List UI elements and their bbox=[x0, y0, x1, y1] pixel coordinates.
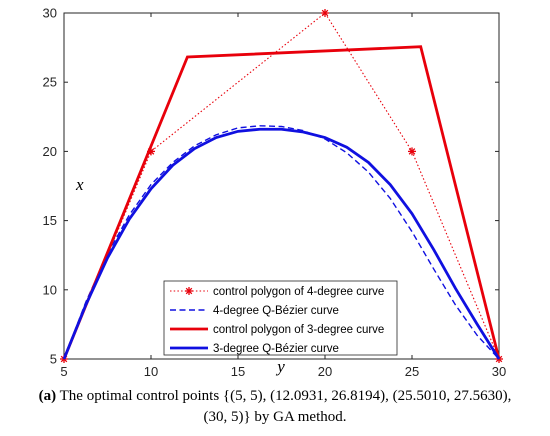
series-layer bbox=[60, 9, 503, 363]
legend-star-marker bbox=[185, 287, 193, 295]
x-tick-label: 15 bbox=[231, 364, 245, 379]
y-tick-label: 15 bbox=[43, 213, 57, 228]
legend-item-q-bezier-4-degree: 4-degree Q-Bézier curve bbox=[170, 305, 339, 317]
control-polygon-4-degree-point bbox=[408, 147, 416, 156]
q-bezier-4-degree-line bbox=[63, 125, 500, 360]
x-tick-label: 10 bbox=[144, 364, 158, 379]
axis-ticks: 5 10 15 20 25 30 5 10 15 20 25 30 bbox=[43, 6, 507, 380]
caption-line-2: (30, 5)} by GA method. bbox=[203, 409, 347, 425]
x-tick-label: 30 bbox=[492, 364, 506, 379]
chart: 5 10 15 20 25 30 5 10 15 20 25 30 y x control polyg… bbox=[43, 6, 507, 380]
y-tick-label: 25 bbox=[43, 75, 57, 90]
q-bezier-3-degree-line bbox=[62, 127, 501, 360]
caption-label: (a) bbox=[38, 388, 57, 404]
x-tick-label: 5 bbox=[60, 364, 67, 379]
legend-item-q-bezier-3-degree: 3-degree Q-Bézier curve bbox=[170, 343, 339, 355]
x-tick-label: 20 bbox=[318, 364, 332, 379]
y-tick-label: 5 bbox=[50, 352, 57, 367]
legend: control polygon of 4-degree curve 4-degre… bbox=[163, 280, 398, 356]
control-polygon-4-degree-line bbox=[63, 12, 500, 360]
legend-label: control polygon of 3-degree curve bbox=[213, 324, 384, 336]
legend-box bbox=[163, 280, 398, 356]
legend-item-control-polygon-4-degree: control polygon of 4-degree curve bbox=[170, 286, 384, 298]
y-tick-label: 20 bbox=[43, 144, 57, 159]
figure-caption: (a) The optimal control points {(5, 5), … bbox=[0, 386, 550, 428]
legend-label: 4-degree Q-Bézier curve bbox=[213, 305, 339, 317]
y-axis-label: x bbox=[75, 175, 84, 194]
legend-label: 3-degree Q-Bézier curve bbox=[213, 343, 339, 355]
x-axis-label: y bbox=[275, 357, 285, 376]
y-tick-label: 10 bbox=[43, 282, 57, 297]
y-tick-label: 30 bbox=[43, 6, 57, 21]
x-tick-label: 25 bbox=[405, 364, 419, 379]
legend-item-control-polygon-3-degree: control polygon of 3-degree curve bbox=[170, 324, 384, 336]
legend-label: control polygon of 4-degree curve bbox=[213, 286, 384, 298]
caption-line-1: The optimal control points {(5, 5), (12.… bbox=[56, 388, 512, 404]
control-polygon-4-degree-point bbox=[321, 9, 329, 17]
control-polygon-3-degree-line bbox=[62, 45, 501, 360]
